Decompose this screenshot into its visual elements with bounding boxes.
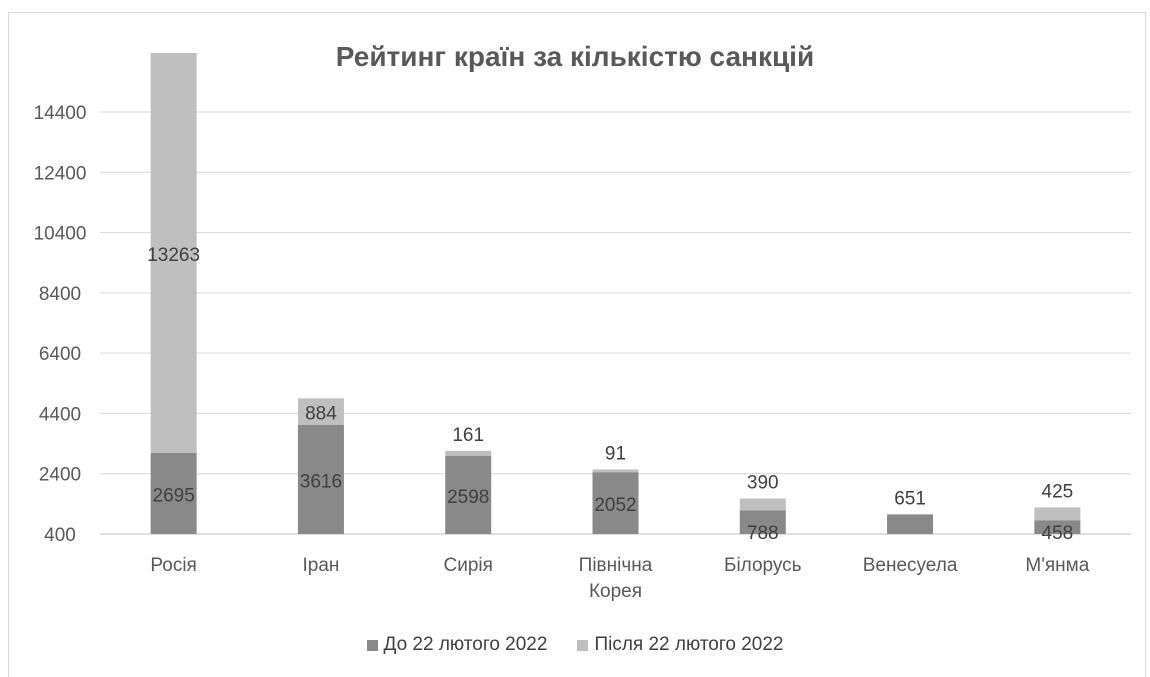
data-label: 458 xyxy=(1042,523,1074,544)
data-label: 2052 xyxy=(594,495,636,516)
chart-frame xyxy=(8,12,1146,677)
y-tick-label: 10400 xyxy=(34,224,87,245)
bar-segment xyxy=(1034,507,1081,521)
bar-segment xyxy=(1034,520,1081,534)
data-label: 3616 xyxy=(300,472,342,493)
x-tick-label: Білорусь xyxy=(724,555,802,576)
data-label: 651 xyxy=(894,488,926,509)
bar-segment xyxy=(592,472,639,534)
data-label: 884 xyxy=(305,404,337,425)
y-tick-label: 12400 xyxy=(34,163,87,184)
bar-segment xyxy=(297,398,344,426)
y-tick-label: 2400 xyxy=(39,465,81,486)
data-label: 13263 xyxy=(147,245,200,266)
bar-segment xyxy=(297,425,344,534)
data-label: 788 xyxy=(747,523,779,544)
legend-swatch-after xyxy=(577,639,589,651)
data-label: 2695 xyxy=(153,485,195,506)
x-tick-label: Іран xyxy=(302,555,339,576)
legend-swatch-before xyxy=(366,639,378,651)
y-tick-label: 4400 xyxy=(39,404,81,425)
data-label: 425 xyxy=(1042,481,1074,502)
data-label: 390 xyxy=(747,472,779,493)
bar-segment xyxy=(150,452,197,534)
y-tick-label: 8400 xyxy=(39,284,81,305)
chart-title: Рейтинг країн за кількістю санкцій xyxy=(335,41,815,72)
data-label: 2598 xyxy=(447,487,489,508)
bar-segment xyxy=(445,450,492,456)
legend-label-before: До 22 лютого 2022 xyxy=(383,634,548,655)
legend-item-after: Після 22 лютого 2022 xyxy=(577,634,784,656)
x-tick-label: Північна xyxy=(579,555,653,576)
chart-legend: До 22 лютого 2022 Після 22 лютого 2022 xyxy=(0,634,1150,656)
bar-segment xyxy=(887,514,934,534)
y-tick-label: 6400 xyxy=(39,344,81,365)
x-tick-label: Сирія xyxy=(444,555,493,576)
bar-segment xyxy=(739,510,786,534)
legend-label-after: Після 22 лютого 2022 xyxy=(594,634,784,655)
bar-segment xyxy=(592,469,639,473)
bar-segment xyxy=(150,52,197,453)
data-label: 91 xyxy=(605,443,626,464)
x-tick-label: Росія xyxy=(150,555,196,576)
x-tick-label: Корея xyxy=(589,581,642,602)
data-label: 161 xyxy=(452,425,484,446)
y-tick-label: 400 xyxy=(44,525,76,546)
y-tick-label: 14400 xyxy=(34,103,87,124)
bar-segment xyxy=(445,455,492,534)
bar-segment xyxy=(739,498,786,511)
legend-item-before: До 22 лютого 2022 xyxy=(366,634,548,656)
x-tick-label: Венесуела xyxy=(863,555,958,576)
x-tick-label: М'янма xyxy=(1025,555,1089,576)
